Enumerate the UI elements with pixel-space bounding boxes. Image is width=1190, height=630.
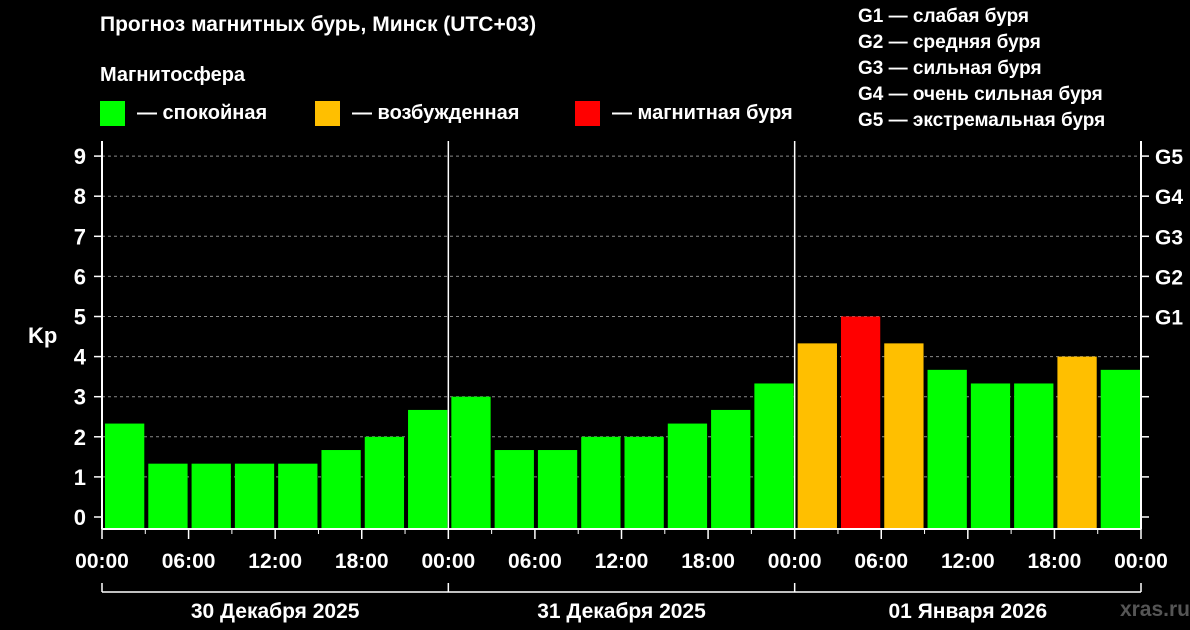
x-tick-label: 06:00	[854, 550, 908, 573]
day-label: 01 Января 2026	[889, 600, 1048, 623]
x-tick-label: 00:00	[75, 550, 129, 573]
x-tick-label: 18:00	[681, 550, 735, 573]
y-tick-label: 5	[74, 305, 86, 330]
x-tick-label: 12:00	[595, 550, 649, 573]
x-tick-label: 06:00	[508, 550, 562, 573]
legend-label-calm: — спокойная	[137, 102, 268, 124]
kp-bar	[364, 436, 405, 529]
kp-bar	[1057, 356, 1097, 529]
day-label: 30 Декабря 2025	[191, 600, 360, 623]
day-label: 31 Декабря 2025	[537, 600, 706, 623]
kp-bar	[537, 450, 578, 529]
legend-swatch-storm	[575, 101, 600, 126]
kp-bar	[1100, 369, 1140, 529]
legend-swatch-calm	[100, 101, 125, 126]
kp-bar	[711, 409, 751, 529]
watermark: xras.ru	[1119, 598, 1190, 621]
y-axis-label: Kp	[28, 323, 58, 348]
kp-bar	[797, 343, 837, 529]
g-scale-label: G1	[1155, 307, 1183, 330]
chart-title: Прогноз магнитных бурь, Минск (UTC+03)	[100, 13, 537, 36]
y-tick-label: 3	[74, 385, 86, 410]
g-legend-g3: G3 — сильная буря	[858, 58, 1042, 79]
g-legend-g5: G5 — экстремальная буря	[858, 110, 1106, 131]
kp-bar	[970, 383, 1011, 529]
g-scale-label: G3	[1155, 226, 1183, 249]
y-tick-label: 9	[74, 144, 86, 169]
kp-bar	[234, 463, 275, 529]
kp-bar	[278, 463, 318, 529]
y-tick-label: 1	[74, 465, 86, 490]
x-tick-label: 12:00	[248, 550, 302, 573]
kp-bar	[927, 369, 967, 529]
g-legend-g2: G2 — средняя буря	[858, 32, 1041, 53]
kp-bar	[754, 383, 794, 529]
kp-bar	[624, 436, 664, 529]
kp-bar	[494, 450, 534, 529]
x-tick-label: 06:00	[162, 550, 216, 573]
kp-bar	[840, 316, 881, 529]
legend-label-excited: — возбужденная	[352, 102, 520, 124]
y-tick-label: 6	[74, 264, 86, 289]
kp-bar	[581, 436, 621, 529]
kp-bar	[667, 423, 708, 529]
legend-swatch-excited	[315, 101, 340, 126]
legend-label-storm: — магнитная буря	[612, 102, 793, 124]
g-legend-g1: G1 — слабая буря	[858, 6, 1030, 27]
g-scale-label: G5	[1155, 146, 1183, 169]
y-tick-label: 7	[74, 224, 86, 249]
x-tick-label: 00:00	[768, 550, 822, 573]
g-scale-label: G4	[1155, 186, 1183, 209]
kp-bar	[191, 463, 231, 529]
kp-bar	[105, 423, 145, 529]
magnetosphere-title: Магнитосфера	[100, 64, 246, 86]
g-scale-label: G2	[1155, 266, 1183, 289]
kp-bar	[1014, 383, 1054, 529]
kp-bar	[451, 396, 491, 529]
y-tick-label: 8	[74, 184, 86, 209]
kp-bar	[884, 343, 924, 529]
kp-bar	[408, 409, 448, 529]
y-tick-label: 0	[74, 505, 86, 530]
x-tick-label: 00:00	[421, 550, 475, 573]
y-tick-label: 2	[74, 425, 86, 450]
x-tick-label: 18:00	[1028, 550, 1082, 573]
y-tick-label: 4	[74, 345, 87, 370]
x-tick-label: 12:00	[941, 550, 995, 573]
x-tick-label: 00:00	[1114, 550, 1168, 573]
kp-bar	[321, 450, 361, 529]
kp-bar	[148, 463, 188, 529]
x-tick-label: 18:00	[335, 550, 389, 573]
g-legend-g4: G4 — очень сильная буря	[858, 84, 1103, 105]
